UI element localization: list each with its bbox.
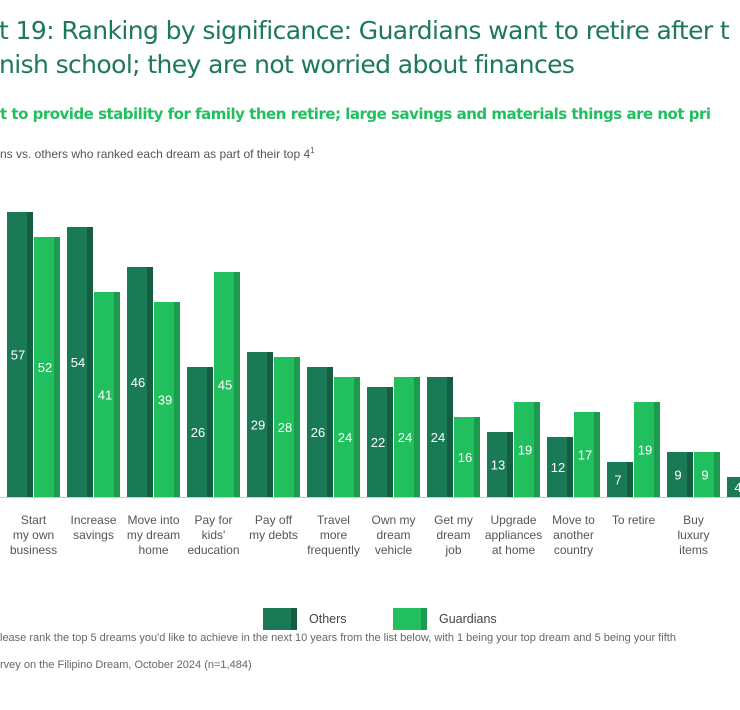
data-label-others-7: 22 xyxy=(371,435,385,450)
data-label-guardians-11: 19 xyxy=(638,443,652,458)
bar-side-others-1 xyxy=(27,212,33,497)
category-label-6-0: Travel xyxy=(317,513,350,527)
category-label-3-1: my dream xyxy=(127,528,180,542)
legend-item-others: Others xyxy=(263,608,347,630)
category-label-9-1: appliances xyxy=(485,528,542,542)
data-label-guardians-5: 28 xyxy=(278,420,292,435)
legend-label-guardians: Guardians xyxy=(439,612,497,626)
category-label-5-1: my debts xyxy=(249,528,298,542)
bar-side-guardians-12 xyxy=(714,452,720,497)
category-label-12-1: luxury xyxy=(677,528,709,542)
legend-label-others: Others xyxy=(309,612,347,626)
category-label-8-1: dream xyxy=(436,528,470,542)
category-label-1-0: Start xyxy=(21,513,47,527)
category-label-4-2: education xyxy=(187,543,239,557)
data-label-guardians-12: 9 xyxy=(701,468,708,483)
bar-side-others-3 xyxy=(147,267,153,497)
bar-side-others-9 xyxy=(507,432,513,497)
bar-side-guardians-5 xyxy=(294,357,300,497)
category-label-6-2: frequently xyxy=(307,543,360,557)
data-label-others-1: 57 xyxy=(11,348,25,363)
category-label-12-2: items xyxy=(679,543,708,557)
category-label-6-1: more xyxy=(320,528,348,542)
data-label-guardians-10: 17 xyxy=(578,448,592,463)
bar-side-others-4 xyxy=(207,367,213,497)
category-label-8-2: job xyxy=(444,543,461,557)
category-label-1-1: my own xyxy=(13,528,54,542)
chart-description: ns vs. others who ranked each dream as p… xyxy=(0,146,315,161)
category-label-9-0: Upgrade xyxy=(490,513,536,527)
description-text: ns vs. others who ranked each dream as p… xyxy=(0,147,311,161)
bar-side-others-5 xyxy=(267,352,273,497)
data-label-guardians-2: 41 xyxy=(98,388,112,403)
legend-item-guardians: Guardians xyxy=(393,608,497,630)
category-label-8-0: Get my xyxy=(434,513,473,527)
category-label-10-2: country xyxy=(554,543,593,557)
data-label-guardians-3: 39 xyxy=(158,393,172,408)
category-label-7-2: vehicle xyxy=(375,543,413,557)
data-label-others-8: 24 xyxy=(431,430,445,445)
data-label-others-2: 54 xyxy=(71,355,85,370)
chart-title-line2: nish school; they are not worried about … xyxy=(0,50,575,79)
data-label-others-12: 9 xyxy=(674,468,681,483)
bar-side-guardians-6 xyxy=(354,377,360,497)
data-label-guardians-8: 16 xyxy=(458,450,472,465)
footnote: lease rank the top 5 dreams you'd like t… xyxy=(0,632,676,644)
category-label-12-0: Buy xyxy=(683,513,704,527)
bar-chart: 51es5752Startmy ownbusiness5441Increases… xyxy=(0,212,740,557)
legend-swatch-others xyxy=(263,608,297,630)
category-label-4-0: Pay for xyxy=(194,513,232,527)
category-label-10-1: another xyxy=(553,528,594,542)
bar-side-guardians-4 xyxy=(234,272,240,497)
bar-side-others-7 xyxy=(387,387,393,497)
category-label-9-2: at home xyxy=(492,543,536,557)
category-label-3-2: home xyxy=(138,543,168,557)
bar-side-guardians-7 xyxy=(414,377,420,497)
bar-side-others-12 xyxy=(687,452,693,497)
bar-side-others-6 xyxy=(327,367,333,497)
data-label-guardians-1: 52 xyxy=(38,360,52,375)
footnote-mark: 1 xyxy=(310,146,315,155)
data-label-others-10: 12 xyxy=(551,460,565,475)
data-label-guardians-7: 24 xyxy=(398,430,412,445)
bar-side-guardians-3 xyxy=(174,302,180,497)
data-label-guardians-6: 24 xyxy=(338,430,352,445)
data-label-others-6: 26 xyxy=(311,425,325,440)
bar-side-guardians-2 xyxy=(114,292,120,497)
category-label-5-0: Pay off xyxy=(255,513,293,527)
category-label-1-2: business xyxy=(10,543,57,557)
chart-subtitle: t to provide stability for family then r… xyxy=(0,105,711,123)
category-label-7-0: Own my xyxy=(371,513,415,527)
data-label-guardians-4: 45 xyxy=(218,378,232,393)
category-label-11-0: To retire xyxy=(612,513,656,527)
bar-side-guardians-11 xyxy=(654,402,660,497)
category-label-7-1: dream xyxy=(376,528,410,542)
data-label-others-11: 7 xyxy=(614,473,621,488)
bar-side-guardians-8 xyxy=(474,417,480,497)
category-label-10-0: Move to xyxy=(552,513,595,527)
bar-side-others-2 xyxy=(87,227,93,497)
chart-title-line1: t 19: Ranking by significance: Guardians… xyxy=(0,16,730,45)
bar-side-others-11 xyxy=(627,462,633,497)
category-label-2-1: savings xyxy=(73,528,114,542)
bar-side-guardians-10 xyxy=(594,412,600,497)
data-label-guardians-9: 19 xyxy=(518,443,532,458)
data-label-others-4: 26 xyxy=(191,425,205,440)
data-label-others-9: 13 xyxy=(491,458,505,473)
category-label-2-0: Increase xyxy=(70,513,116,527)
data-label-others-5: 29 xyxy=(251,418,265,433)
source: rvey on the Filipino Dream, October 2024… xyxy=(0,659,252,671)
bar-side-others-8 xyxy=(447,377,453,497)
category-label-3-0: Move into xyxy=(127,513,179,527)
bar-side-others-10 xyxy=(567,437,573,497)
bar-others-13 xyxy=(727,477,740,497)
bar-side-guardians-1 xyxy=(54,237,60,497)
data-label-others-13: 4 xyxy=(734,480,740,495)
data-label-others-3: 46 xyxy=(131,375,145,390)
category-label-4-1: kids' xyxy=(202,528,226,542)
legend-swatch-guardians xyxy=(393,608,427,630)
bar-side-guardians-9 xyxy=(534,402,540,497)
